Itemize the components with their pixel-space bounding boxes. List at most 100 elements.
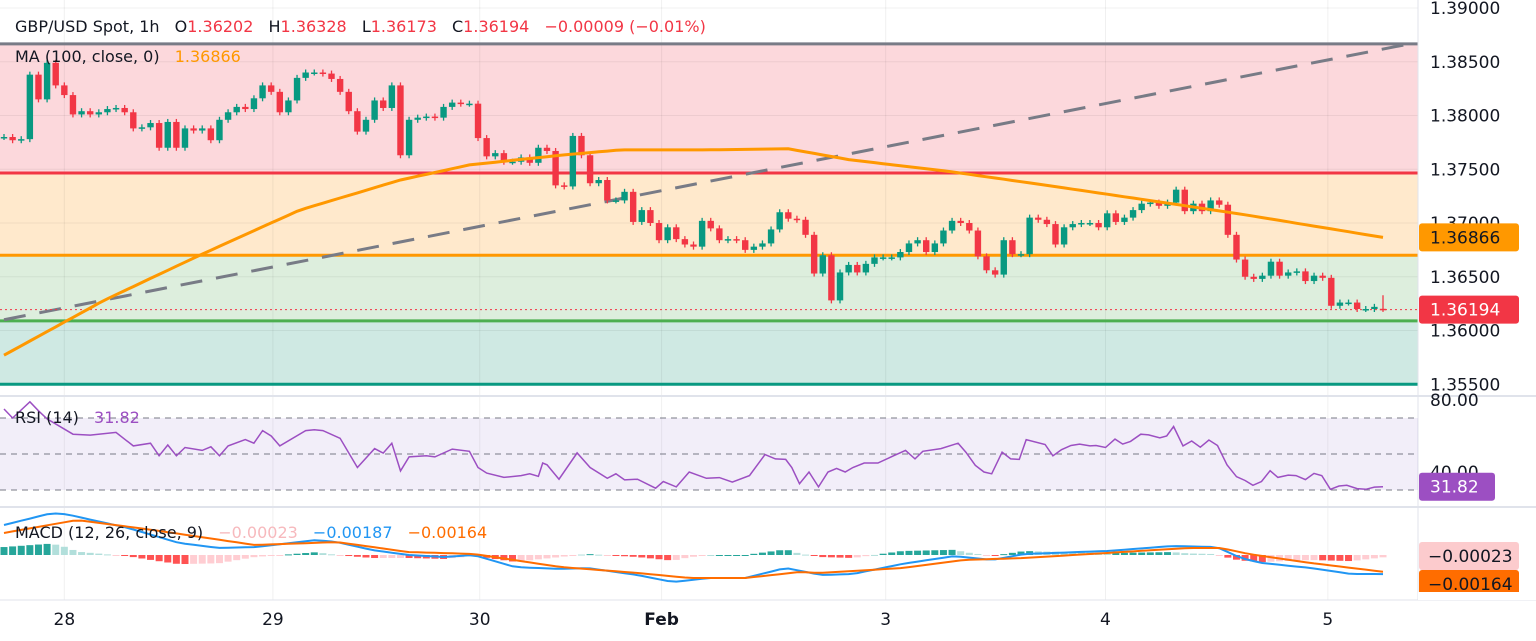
macd-histogram-bar <box>215 555 223 564</box>
candle-body <box>543 147 551 151</box>
macd-histogram-bar <box>319 553 327 555</box>
macd-histogram-bar <box>121 555 129 556</box>
low-label: L <box>361 17 371 36</box>
candle <box>1009 237 1016 258</box>
candle <box>1017 251 1025 258</box>
candle-body <box>742 240 749 250</box>
rsi-legend[interactable]: RSI (14) 31.82 <box>15 408 140 427</box>
macd-histogram-bar <box>353 555 361 557</box>
macd-histogram-bar <box>414 555 422 559</box>
candle-body <box>130 112 137 129</box>
macd-histogram-bar <box>974 553 982 555</box>
time-axis-label: Feb <box>644 610 679 630</box>
candle <box>1043 216 1051 228</box>
candle <box>690 241 697 250</box>
candle <box>86 108 94 118</box>
rsi-line <box>3 400 1384 491</box>
macd-legend[interactable]: MACD (12, 26, close, 9) −0.00023 −0.0018… <box>15 523 487 542</box>
macd-histogram-bar <box>983 555 991 556</box>
candle-body <box>854 264 861 273</box>
candle <box>250 95 258 113</box>
macd-value-tag <box>1419 570 1519 598</box>
candle <box>983 253 990 274</box>
candle-body <box>776 212 783 230</box>
candle <box>621 188 628 204</box>
high-label: H <box>268 17 281 36</box>
candle-body <box>526 157 533 163</box>
candle <box>1371 303 1378 312</box>
macd-histogram-bar <box>690 555 697 557</box>
candle-body <box>1284 272 1292 276</box>
candle-body <box>43 62 51 100</box>
macd-histogram-bar <box>112 555 120 556</box>
candle <box>1293 268 1301 276</box>
ma-legend[interactable]: MA (100, close, 0) 1.36866 <box>15 47 241 66</box>
time-axis-label: 30 <box>469 610 491 630</box>
candle-body <box>285 100 292 113</box>
macd-histogram-bar <box>276 555 284 556</box>
candle-body <box>440 106 447 118</box>
macd-histogram-bar <box>207 555 215 564</box>
macd-histogram-bar <box>1181 553 1189 555</box>
macd-histogram-bar <box>95 553 103 555</box>
macd-histogram-bar <box>707 555 715 556</box>
candle <box>216 116 223 144</box>
candle <box>138 124 146 132</box>
candle <box>121 104 128 116</box>
candle <box>595 177 602 187</box>
candle <box>1310 272 1318 285</box>
macd-histogram-bar <box>1319 555 1327 561</box>
macd-histogram-bar <box>957 551 965 555</box>
macd-histogram-bar <box>939 550 947 555</box>
candle <box>828 252 835 304</box>
candle <box>414 114 421 123</box>
macd-histogram-bar <box>758 552 766 555</box>
candle-body <box>707 220 714 229</box>
candle-body <box>397 85 404 156</box>
candle <box>242 103 249 113</box>
candle <box>1362 306 1369 312</box>
candle <box>69 92 77 118</box>
macd-histogram-bar <box>190 555 198 564</box>
candle-body <box>509 161 516 164</box>
macd-histogram-bar <box>362 555 370 558</box>
macd-histogram-bar <box>905 550 913 555</box>
macd-histogram-bar <box>164 555 172 563</box>
candle-body <box>931 243 939 253</box>
candle <box>1379 295 1387 312</box>
candle-body <box>923 240 930 253</box>
time-axis-label: 28 <box>54 610 76 630</box>
macd-histogram-bar <box>509 555 517 562</box>
candle <box>854 261 861 276</box>
symbol-header: GBP/USD Spot, 1h O1.36202 H1.36328 L1.36… <box>15 17 706 36</box>
macd-histogram-bar <box>1232 555 1240 560</box>
macd-histogram-bar <box>1215 555 1223 556</box>
time-axis-label: 3 <box>880 610 891 630</box>
macd-legend-label: MACD (12, 26, close, 9) <box>15 523 204 542</box>
price-axis-label: 1.36500 <box>1430 268 1500 288</box>
macd-value-tag <box>1419 542 1519 570</box>
symbol-title: GBP/USD Spot, 1h <box>15 17 160 36</box>
candle-body <box>78 111 85 115</box>
candle-body <box>474 103 482 139</box>
macd-histogram-bar <box>284 554 292 556</box>
candle-body <box>1207 200 1214 212</box>
candle <box>1138 200 1145 214</box>
macd-histogram-bar <box>1189 553 1197 555</box>
low-value: 1.36173 <box>370 17 437 36</box>
candle-body <box>388 85 396 108</box>
candle <box>362 116 370 135</box>
macd-histogram-bar <box>664 555 672 561</box>
macd-histogram-bar <box>129 555 137 558</box>
macd-histogram-bar <box>1103 553 1111 555</box>
macd-histogram-bar <box>1370 555 1378 559</box>
macd-histogram-bar <box>103 554 111 556</box>
macd-histogram-bar <box>336 555 344 556</box>
candle-body <box>1035 217 1042 220</box>
candle <box>457 99 464 107</box>
candle-body <box>181 128 189 148</box>
macd-histogram-bar <box>914 550 922 555</box>
macd-histogram-bar <box>965 552 973 555</box>
candle-body <box>138 127 146 129</box>
